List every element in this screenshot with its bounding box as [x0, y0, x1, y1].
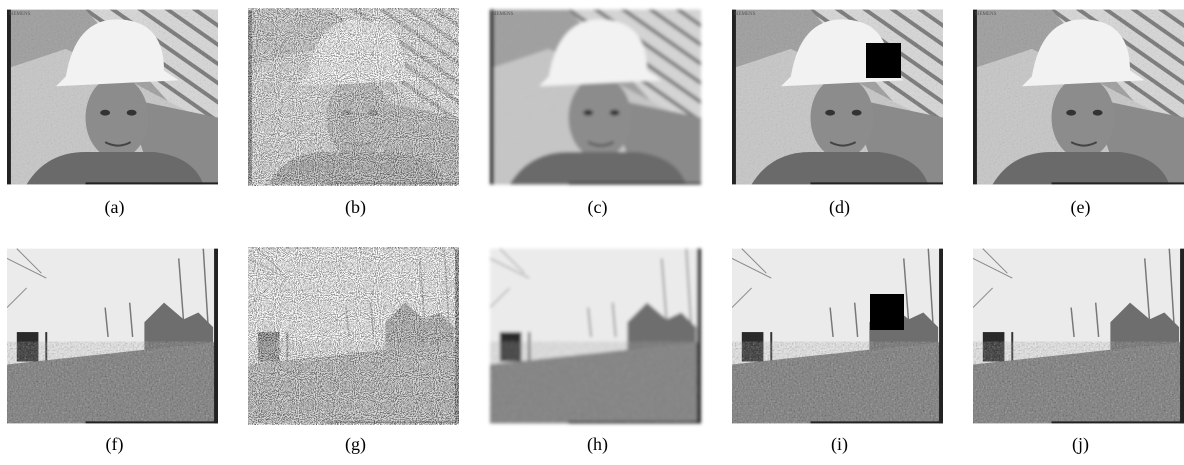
occlusion-block	[870, 294, 904, 330]
caption: (i)	[831, 434, 848, 455]
watermark: SIEMENS	[492, 12, 514, 17]
caption: (h)	[587, 434, 608, 455]
panel: (h)	[490, 249, 701, 455]
scene	[732, 249, 943, 424]
panel-image	[973, 10, 1184, 185]
panel: SIEMENS (d)	[732, 10, 943, 218]
caption: (d)	[829, 197, 850, 218]
watermark: SIEMENS	[975, 12, 997, 17]
caption: (e)	[1071, 197, 1091, 218]
panel: SIEMENS (a)	[7, 10, 218, 218]
panel: (b)	[248, 8, 459, 218]
watermark: SIEMENS	[9, 12, 31, 17]
panel-image	[248, 247, 459, 425]
panel-image	[490, 249, 701, 424]
panel-image	[973, 249, 1184, 424]
page: {"figure": {"panels": [ {"caption": "(a)…	[0, 0, 1184, 460]
caption: (a)	[105, 197, 125, 218]
panel: SIEMENS (c)	[490, 10, 701, 218]
caption: (b)	[345, 197, 366, 218]
occlusion-block	[866, 43, 901, 78]
caption: (f)	[106, 434, 124, 455]
scene	[7, 249, 218, 424]
figure: SIEMENS(a)(b)SIEMENS(c)SIEMENS(d)SIEMENS…	[0, 0, 1184, 460]
panel: SIEMENS (e)	[973, 10, 1184, 218]
panel: (f)	[7, 249, 218, 455]
panel: (j)	[973, 249, 1184, 455]
panel: (g)	[248, 247, 459, 455]
watermark: SIEMENS	[734, 12, 756, 17]
panel-image	[7, 249, 218, 424]
scene	[973, 10, 1184, 185]
scene	[7, 10, 218, 185]
scene-ghost	[248, 249, 459, 424]
panel-image	[248, 8, 459, 186]
panel-image	[732, 249, 943, 424]
caption: (j)	[1072, 434, 1089, 455]
scene	[973, 249, 1184, 424]
panel-image	[732, 10, 943, 185]
panel-image	[7, 10, 218, 185]
panel-image	[490, 10, 701, 185]
scene	[490, 10, 701, 185]
scene	[732, 10, 943, 185]
caption: (c)	[588, 197, 608, 218]
caption: (g)	[345, 434, 366, 455]
panel: (i)	[732, 249, 943, 455]
scene-ghost	[248, 10, 459, 185]
scene	[490, 249, 701, 424]
